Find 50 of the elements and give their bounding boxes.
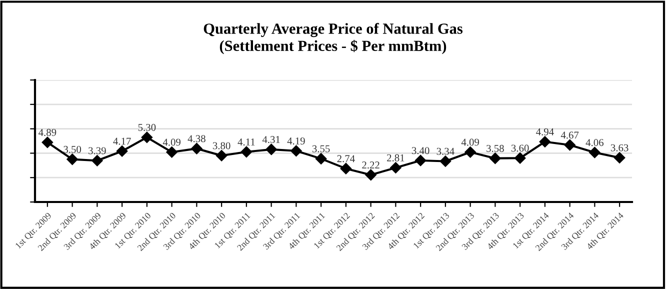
data-label: 4.09	[162, 138, 180, 146]
point	[42, 136, 54, 148]
point	[514, 152, 526, 164]
data-label: 4.38	[188, 135, 206, 142]
point	[266, 144, 277, 156]
point	[141, 132, 153, 143]
point	[166, 146, 178, 158]
point	[66, 154, 78, 165]
data-label: 4.11	[238, 138, 255, 146]
point	[290, 145, 302, 156]
point	[340, 162, 352, 174]
data-label: 4.31	[262, 136, 280, 144]
point	[490, 152, 501, 164]
data-label: 2.81	[387, 154, 404, 162]
point	[589, 146, 600, 158]
data-label: 4.09	[461, 138, 479, 146]
data-label: 3.55	[312, 145, 330, 152]
data-label: 3.40	[412, 147, 430, 154]
point	[92, 155, 103, 166]
data-label: 3.58	[486, 144, 504, 152]
point	[315, 153, 327, 164]
point	[390, 162, 402, 174]
data-label: 4.17	[113, 138, 131, 145]
point	[414, 154, 426, 166]
point	[216, 150, 228, 162]
data-label: 3.34	[436, 148, 454, 155]
data-label: 2.74	[337, 155, 355, 162]
point	[365, 169, 376, 181]
data-label: 3.39	[88, 147, 106, 154]
data-label: 4.89	[38, 128, 56, 136]
data-label: 4.19	[287, 137, 305, 145]
point	[440, 156, 452, 167]
point	[191, 142, 202, 154]
point	[614, 152, 626, 164]
point	[464, 146, 476, 158]
data-label: 5.30	[138, 124, 156, 131]
point	[240, 146, 252, 158]
point	[539, 136, 551, 148]
data-label: 3.50	[64, 146, 82, 153]
data-label: 4.06	[586, 139, 604, 146]
data-label: 4.94	[536, 128, 554, 136]
point	[564, 139, 576, 151]
chart-subtitle: (Settlement Prices - $ Per mmBtm)	[220, 40, 446, 54]
data-label: 2.22	[362, 162, 380, 169]
point	[116, 146, 128, 157]
data-label: 4.67	[560, 132, 579, 139]
data-label: 3.63	[610, 144, 628, 152]
data-label: 3.60	[511, 144, 529, 152]
chart-title: Quarterly Average Price of Natural Gas	[204, 22, 463, 38]
data-label: 3.80	[212, 142, 230, 150]
